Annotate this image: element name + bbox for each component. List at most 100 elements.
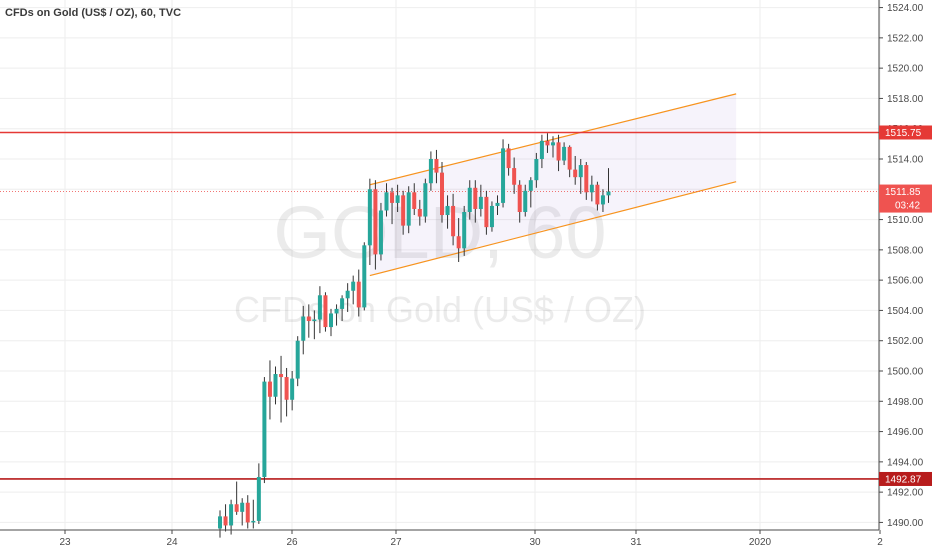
candle[interactable]: [539, 134, 544, 169]
candle[interactable]: [467, 180, 472, 220]
candle[interactable]: [440, 162, 444, 223]
candle[interactable]: [512, 157, 517, 194]
candle[interactable]: [428, 151, 433, 191]
candle[interactable]: [306, 304, 311, 338]
candle-body: [218, 516, 222, 529]
price-tick-label: 1510.00: [887, 215, 924, 226]
candle[interactable]: [562, 142, 567, 166]
candle[interactable]: [345, 283, 350, 312]
candle[interactable]: [484, 190, 489, 235]
price-tick-label: 1504.00: [887, 306, 924, 317]
candle[interactable]: [279, 355, 284, 423]
candle[interactable]: [273, 366, 278, 405]
grid-layer: [0, 0, 881, 530]
candle[interactable]: [573, 155, 578, 185]
candle-body: [545, 140, 550, 146]
candle[interactable]: [495, 195, 500, 216]
candle-body: [562, 146, 567, 161]
candle-body: [606, 191, 611, 196]
candle[interactable]: [384, 183, 389, 217]
candle[interactable]: [240, 498, 245, 526]
candle[interactable]: [517, 180, 522, 223]
candle-body: [351, 281, 356, 291]
candle[interactable]: [378, 202, 383, 261]
candle[interactable]: [451, 193, 456, 246]
time-tick-label: 2: [877, 537, 883, 548]
price-tick-label: 1496.00: [887, 427, 924, 438]
candle[interactable]: [473, 180, 478, 223]
time-tick-label: 27: [390, 537, 402, 548]
candle[interactable]: [528, 177, 533, 208]
candle[interactable]: [523, 184, 528, 217]
candle[interactable]: [218, 510, 222, 538]
candle[interactable]: [390, 187, 395, 225]
candle[interactable]: [506, 143, 511, 176]
candle[interactable]: [578, 159, 583, 194]
candle[interactable]: [284, 367, 289, 417]
candle-body: [279, 374, 284, 378]
candle[interactable]: [456, 218, 461, 262]
candle[interactable]: [556, 134, 561, 172]
candle[interactable]: [417, 199, 422, 226]
candle-body: [578, 165, 583, 178]
candle[interactable]: [329, 308, 333, 337]
candle[interactable]: [589, 175, 594, 202]
candle[interactable]: [501, 139, 506, 208]
candle[interactable]: [362, 242, 367, 311]
candle[interactable]: [606, 168, 611, 203]
price-tick-label: 1502.00: [887, 336, 924, 347]
watermark-description: CFDs on Gold (US$ / OZ): [234, 289, 646, 330]
candle[interactable]: [256, 463, 261, 524]
candle[interactable]: [373, 180, 378, 270]
candle-body: [501, 148, 506, 203]
candle[interactable]: [356, 269, 361, 317]
candle[interactable]: [351, 275, 356, 305]
candle[interactable]: [412, 183, 417, 216]
candle[interactable]: [478, 184, 483, 217]
candle[interactable]: [423, 178, 428, 223]
candle[interactable]: [445, 195, 450, 229]
candle[interactable]: [489, 201, 494, 232]
candle-body: [367, 189, 372, 246]
candle[interactable]: [462, 205, 467, 256]
candle[interactable]: [367, 178, 372, 265]
candle[interactable]: [223, 504, 228, 532]
candle[interactable]: [600, 189, 605, 212]
price-tick-label: 1514.00: [887, 155, 924, 166]
candle[interactable]: [229, 499, 234, 535]
candle[interactable]: [251, 499, 256, 529]
time-tick-label: 23: [59, 537, 71, 548]
candle[interactable]: [323, 292, 328, 332]
candle-body: [229, 504, 234, 526]
candle[interactable]: [434, 149, 439, 184]
candle[interactable]: [567, 145, 572, 178]
candle[interactable]: [290, 371, 295, 411]
candle[interactable]: [395, 184, 400, 212]
time-tick-label: 31: [630, 537, 642, 548]
candle[interactable]: [301, 305, 306, 355]
candle[interactable]: [340, 295, 345, 322]
candle[interactable]: [595, 181, 600, 211]
candle[interactable]: [317, 286, 322, 334]
candle[interactable]: [401, 190, 406, 235]
candle[interactable]: [534, 152, 539, 188]
candle[interactable]: [545, 133, 550, 153]
candle-body: [567, 146, 572, 170]
price-tick-label: 1506.00: [887, 276, 924, 287]
channel-fill[interactable]: [369, 93, 737, 276]
candle[interactable]: [334, 304, 339, 326]
candle[interactable]: [295, 336, 300, 387]
candle[interactable]: [584, 162, 589, 200]
channel-lower-line[interactable]: [369, 181, 737, 277]
candle[interactable]: [406, 186, 411, 234]
candle[interactable]: [245, 495, 250, 529]
candle[interactable]: [262, 377, 267, 484]
candle-body: [589, 184, 594, 193]
candle[interactable]: [551, 136, 555, 158]
candle[interactable]: [234, 481, 239, 515]
candle[interactable]: [312, 310, 317, 340]
candle[interactable]: [267, 360, 272, 420]
